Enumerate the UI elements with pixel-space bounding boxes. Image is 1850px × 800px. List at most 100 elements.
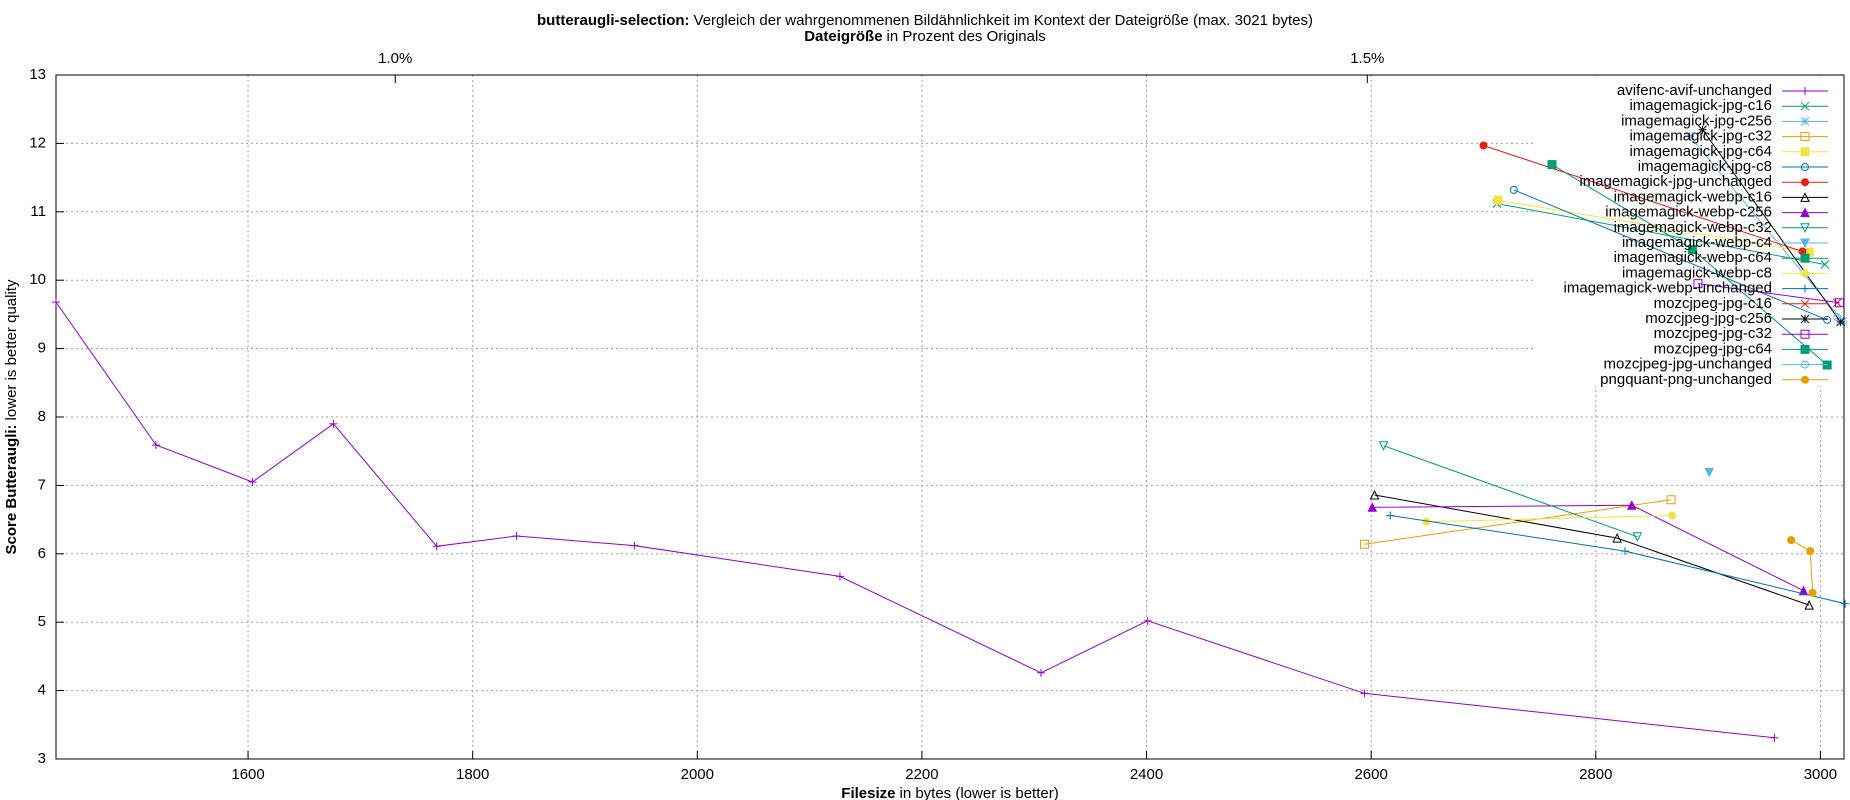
legend-label: imagemagick-jpg-c32 [1629,128,1772,145]
y-label-bold: Score Butteraugli: [3,424,20,554]
marker-shape [1800,253,1810,263]
marker-shape [1823,315,1832,324]
marker-shape [1800,132,1810,142]
y-tick-label: 6 [38,545,46,562]
marker [1841,599,1850,608]
marker [1632,532,1643,542]
marker-shape [1509,185,1518,194]
series-line [1364,499,1672,545]
x-tick-label: 3000 [1804,766,1837,783]
legend-label: imagemagick-jpg-c8 [1638,158,1772,175]
marker [1800,223,1810,233]
marker-stroke [1800,101,1810,111]
marker-shape [1804,599,1814,610]
legend-label: imagemagick-webp-c256 [1605,204,1772,221]
marker [1801,163,1809,171]
marker [1770,733,1779,742]
marker-stroke [1698,125,1707,135]
x2-axis-label: Dateigröße in Prozent des Originals [804,28,1046,45]
marker [1835,298,1845,308]
marker-shape [1801,375,1809,384]
marker [835,572,844,581]
marker-shape [1801,163,1809,171]
marker [1479,141,1488,150]
marker [1612,532,1622,543]
marker [1823,315,1832,324]
series-line [1551,164,1693,250]
marker [1800,207,1810,218]
y-tick-label: 4 [38,682,46,699]
series-line [1496,203,1825,265]
marker [1801,269,1809,278]
y-axis-label: Score Butteraugli: lower is better qualit… [3,279,20,554]
series-line [1513,189,1828,321]
marker-stroke [1800,117,1810,126]
marker [1833,313,1842,322]
marker [1493,195,1503,205]
marker [1800,344,1810,354]
marker-shape [1800,223,1810,233]
y-tick-label: 10 [29,271,46,288]
series-line [1426,515,1673,523]
x-tick-label: 2800 [1579,766,1612,783]
marker [1800,299,1810,309]
series-line [1374,494,1810,606]
marker-shape [1800,329,1810,339]
title-bold: butteraugli-selection: [537,12,690,29]
marker [1143,616,1152,625]
legend-label: imagemagick-jpg-c256 [1621,112,1772,129]
marker-shape [1612,532,1622,543]
legend-label: imagemagick-webp-c16 [1614,188,1772,205]
marker-stroke [1800,314,1810,324]
title-text: Vergleich der wahrgenommenen Bildähnlich… [694,12,1313,29]
series-line [1697,283,1840,304]
y-tick-label: 5 [38,613,46,630]
legend-label: pngquant-png-unchanged [1600,371,1772,388]
legend-label: mozcjpeg-jpg-c16 [1654,295,1772,312]
marker [1800,192,1810,202]
marker-shape [1369,489,1380,500]
marker [1800,329,1810,339]
marker [1800,101,1810,111]
marker-shape [1800,344,1810,354]
marker-shape [1800,147,1810,157]
marker-shape [1668,511,1677,520]
legend-label: mozcjpeg-jpg-c32 [1654,325,1772,342]
series-line [1483,145,1803,252]
marker-stroke [1685,132,1695,141]
series-line [1702,129,1842,323]
x-tick-label: 2000 [681,766,714,783]
marker [1801,87,1809,95]
marker [1359,539,1369,549]
x2-tick-label: 1.0% [378,50,412,67]
plot-frame [55,74,1845,760]
marker [1820,260,1830,269]
series-line [56,301,1775,739]
marker [1801,375,1809,384]
x-tick-label: 2400 [1130,766,1163,783]
marker-shape [1626,500,1637,510]
marker [1036,668,1045,677]
marker-shape [1787,536,1796,545]
marker-shape [1833,313,1842,322]
marker-shape [1704,467,1715,478]
marker [1547,160,1557,170]
marker-shape [1666,495,1676,505]
x-tick-label: 1600 [231,766,264,783]
legend-label: imagemagick-webp-unchanged [1564,280,1772,297]
y-tick-label: 7 [38,476,46,493]
marker-shape [1798,585,1809,596]
marker-shape [1808,588,1817,597]
marker-shape [1493,195,1503,205]
marker [1693,279,1703,289]
marker [52,298,60,307]
marker [1620,547,1629,556]
marker [1386,511,1395,520]
legend-label: imagemagick-jpg-unchanged [1579,173,1772,190]
x-tick-label: 2600 [1354,766,1387,783]
marker-shape [1632,532,1643,542]
x-tick-label: 2200 [905,766,938,783]
marker-shape [1547,160,1557,170]
